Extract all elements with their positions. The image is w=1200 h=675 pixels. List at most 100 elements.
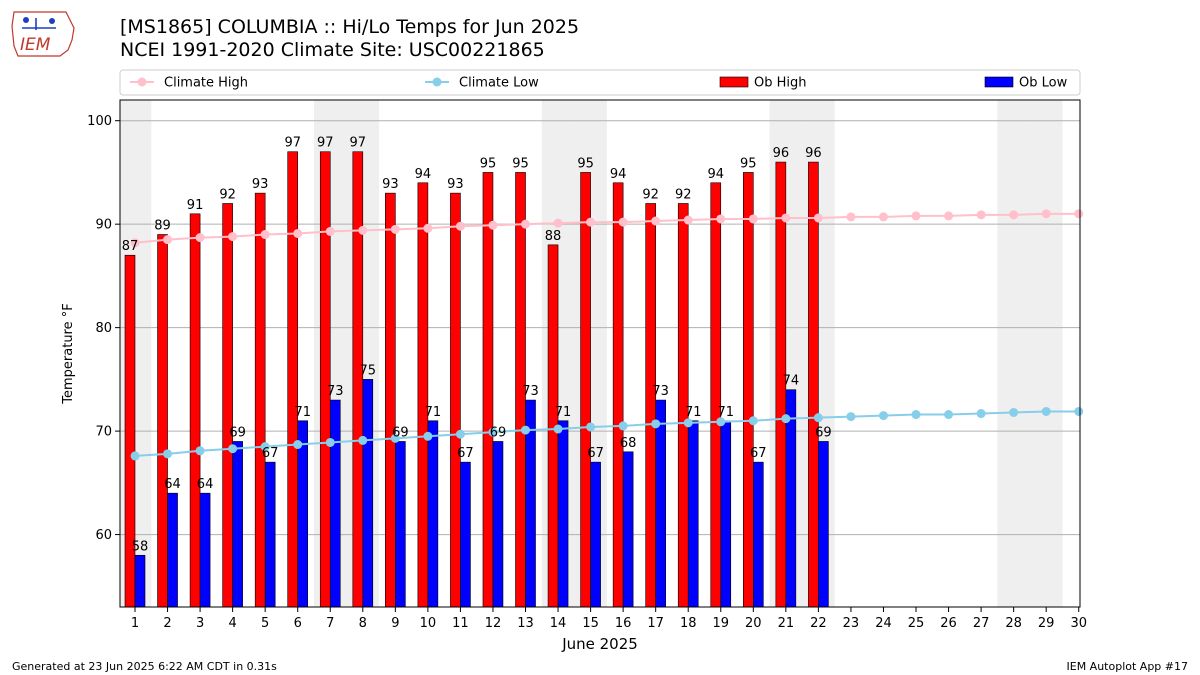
climate-high-point xyxy=(455,221,465,231)
x-tick-label: 19 xyxy=(712,616,729,631)
ob-high-label: 97 xyxy=(284,136,301,151)
ob-high-bar xyxy=(482,172,494,608)
x-tick-label: 17 xyxy=(647,616,664,631)
ob-high-bar xyxy=(385,192,396,608)
climate-high-point xyxy=(878,212,888,222)
y-tick-label: 100 xyxy=(87,114,112,129)
x-tick-label: 16 xyxy=(615,616,632,631)
ob-high-bar xyxy=(710,182,722,608)
x-tick-label: 23 xyxy=(843,616,860,631)
ob-high-bar xyxy=(645,203,656,608)
legend-label: Ob Low xyxy=(1019,76,1068,91)
climate-low-point xyxy=(423,431,433,441)
ob-high-label: 89 xyxy=(154,219,171,234)
climate-low-point xyxy=(651,419,661,429)
ob-high-label: 95 xyxy=(512,156,529,171)
ob-low-label: 73 xyxy=(327,384,344,399)
climate-high-point xyxy=(944,211,954,221)
legend-marker xyxy=(432,77,442,87)
climate-low-point xyxy=(683,418,693,428)
y-axis-label: Temperature °F xyxy=(61,303,76,404)
climate-low-point xyxy=(911,410,921,420)
climate-high-point xyxy=(390,224,400,234)
legend-marker xyxy=(137,77,147,87)
ob-low-label: 58 xyxy=(132,539,149,554)
ob-low-bar xyxy=(622,451,634,608)
climate-high-point xyxy=(781,213,791,223)
climate-high-point xyxy=(423,223,433,233)
ob-low-bar xyxy=(460,461,471,608)
y-tick-label: 90 xyxy=(95,218,112,233)
ob-high-label: 94 xyxy=(415,167,432,182)
climate-high-point xyxy=(1041,209,1051,219)
ob-low-label: 73 xyxy=(522,384,539,399)
ob-low-bar xyxy=(590,461,601,608)
ob-low-label: 69 xyxy=(490,425,507,440)
chart-title: [MS1865] COLUMBIA :: Hi/Lo Temps for Jun… xyxy=(120,16,580,38)
x-tick-label: 7 xyxy=(326,616,334,631)
climate-low-point xyxy=(390,433,400,443)
climate-high-point xyxy=(260,230,270,240)
x-axis-label: June 2025 xyxy=(561,635,638,653)
ob-low-bar xyxy=(167,492,178,608)
x-tick-label: 21 xyxy=(778,616,795,631)
climate-low-point xyxy=(553,424,563,434)
climate-high-point xyxy=(488,220,498,230)
ob-low-bar xyxy=(264,461,276,608)
weekend-band xyxy=(1029,100,1063,607)
climate-high-line xyxy=(134,212,1079,244)
climate-low-point xyxy=(1041,406,1051,416)
ob-high-label: 96 xyxy=(805,146,822,161)
ob-high-bar xyxy=(743,172,754,608)
x-tick-label: 24 xyxy=(875,616,892,631)
climate-high-point xyxy=(683,215,693,225)
climate-low-point xyxy=(130,451,140,461)
x-tick-label: 22 xyxy=(810,616,827,631)
ob-low-label: 69 xyxy=(815,425,832,440)
x-tick-label: 18 xyxy=(680,616,697,631)
ob-high-bar xyxy=(417,182,429,608)
x-tick-label: 26 xyxy=(940,616,957,631)
logo-text: IEM xyxy=(20,35,51,55)
ob-low-label: 71 xyxy=(425,405,442,420)
climate-low-point xyxy=(260,442,270,452)
y-tick-label: 60 xyxy=(95,528,112,543)
ob-high-bar xyxy=(352,151,364,608)
ob-high-label: 96 xyxy=(773,146,790,161)
climate-low-point xyxy=(488,427,498,437)
legend-label: Ob High xyxy=(754,76,807,91)
bar-labels: 87 58 89 64 91 64 92 69 93 67 97 71 97 73 97 75 93 69 94 71… xyxy=(122,136,832,555)
legend-bar-swatch xyxy=(984,76,1014,88)
ob-high-bar xyxy=(157,234,168,608)
y-tick-label: 80 xyxy=(95,321,112,336)
ob-low-label: 67 xyxy=(262,446,279,461)
climate-low-point xyxy=(716,417,726,427)
ob-low-bar xyxy=(395,441,406,608)
ob-high-bar xyxy=(319,151,331,608)
ob-low-bar xyxy=(427,420,439,608)
ob-high-bar xyxy=(222,203,233,608)
x-tick-label: 10 xyxy=(420,616,437,631)
ob-high-bar xyxy=(189,213,201,608)
x-tick-label: 3 xyxy=(196,616,204,631)
climate-high-point xyxy=(325,226,335,236)
climate-high-point xyxy=(748,214,758,224)
climate-high-point xyxy=(163,235,173,245)
climate-high-point xyxy=(586,217,596,227)
ob-low-bar xyxy=(232,441,243,608)
ob-high-label: 87 xyxy=(122,239,139,254)
ob-high-bar xyxy=(450,192,461,608)
iem-logo: IEM xyxy=(8,6,80,60)
ob-low-bar xyxy=(557,420,569,608)
ob-high-label: 92 xyxy=(219,187,236,202)
climate-low-point xyxy=(618,421,628,431)
ob-high-label: 93 xyxy=(382,177,399,192)
ob-low-label: 68 xyxy=(620,436,637,451)
ob-low-bar xyxy=(687,420,699,608)
climate-high-point xyxy=(976,210,986,220)
x-tick-label: 1 xyxy=(131,616,139,631)
ob-low-bar xyxy=(362,379,374,608)
climate-low-point xyxy=(293,440,303,450)
ob-high-label: 93 xyxy=(252,177,269,192)
